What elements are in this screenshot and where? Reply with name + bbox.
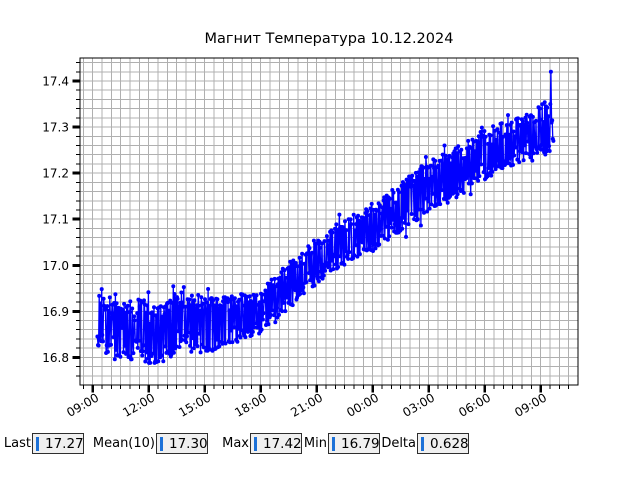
data-series: [95, 69, 556, 365]
stat-value-mean-10: 17.30: [169, 435, 208, 452]
plot-border: [79, 57, 579, 386]
stat-value-field-max[interactable]: 17.42: [250, 433, 302, 454]
text-cursor: [254, 436, 257, 451]
stat-value-delta: 0.628: [430, 435, 469, 452]
stat-value-last: 17.27: [45, 435, 84, 452]
stat-label-last: Last: [3, 436, 31, 451]
text-cursor: [36, 436, 39, 451]
axis-ticks: [72, 62, 570, 393]
text-cursor: [160, 436, 163, 451]
y-tick-label: 17.4: [42, 75, 69, 89]
stat-label-min: Min: [303, 436, 327, 451]
y-tick-labels: 17.4 17.3 17.2 17.1 17.0 16.9 16.8: [42, 75, 69, 365]
stat-value-field-mean-10[interactable]: 17.30: [156, 433, 208, 454]
stat-label-delta: Delta: [381, 436, 416, 451]
chart-title: Магнит Температура 10.12.2024: [204, 31, 454, 47]
text-cursor: [332, 436, 335, 451]
y-tick-label: 17.2: [42, 167, 69, 181]
text-cursor: [421, 436, 424, 451]
y-tick-label: 17.1: [42, 213, 69, 227]
y-tick-label: 16.9: [42, 305, 69, 319]
stat-value-field-delta[interactable]: 0.628: [417, 433, 469, 454]
stat-value-field-min[interactable]: 16.79: [328, 433, 380, 454]
y-tick-label: 16.8: [42, 351, 69, 365]
y-tick-label: 17.3: [42, 121, 69, 135]
stat-value-min: 16.79: [341, 435, 380, 452]
data-points: [95, 69, 556, 365]
stat-value-field-last[interactable]: 17.27: [32, 433, 84, 454]
temperature-chart: 17.417.317.217.117.016.916.809:00 12:00 15…: [42, 57, 579, 420]
stat-value-max: 17.42: [263, 435, 302, 452]
stat-label-max: Max: [222, 436, 249, 451]
stat-label-mean-10: Mean(10): [92, 436, 155, 451]
y-tick-label: 17.0: [42, 259, 69, 273]
